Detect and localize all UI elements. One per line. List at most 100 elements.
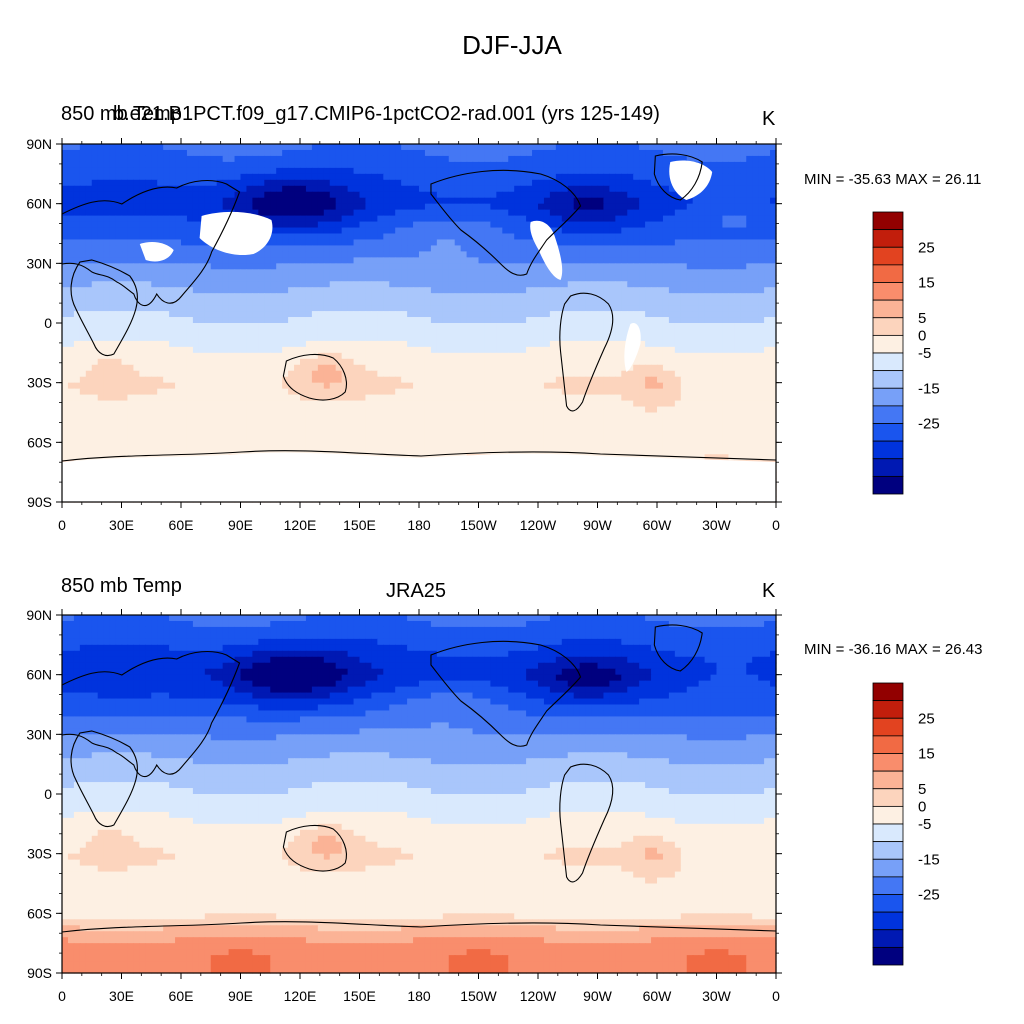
field-cell bbox=[192, 388, 200, 396]
field-cell bbox=[79, 352, 87, 360]
field-cell bbox=[567, 376, 575, 384]
field-cell bbox=[758, 263, 765, 270]
field-cell bbox=[436, 251, 444, 258]
field-cell bbox=[674, 191, 682, 199]
field-cell bbox=[121, 209, 129, 217]
field-cell bbox=[567, 275, 575, 282]
field-cell bbox=[419, 340, 426, 348]
field-cell bbox=[609, 245, 616, 252]
field-cell bbox=[466, 197, 474, 205]
field-cell bbox=[770, 311, 777, 318]
field-cell bbox=[686, 209, 694, 217]
field-cell bbox=[305, 149, 313, 157]
field-cell bbox=[662, 305, 670, 312]
field-cell bbox=[246, 269, 253, 276]
field-cell bbox=[401, 191, 408, 199]
field-cell bbox=[240, 388, 248, 396]
field-cell bbox=[252, 197, 259, 205]
field-cell bbox=[407, 346, 414, 354]
field-cell bbox=[216, 269, 224, 276]
field-cell bbox=[407, 317, 414, 324]
field-cell bbox=[377, 203, 384, 211]
field-cell bbox=[686, 257, 694, 264]
field-cell bbox=[639, 334, 646, 342]
field-cell bbox=[573, 376, 581, 384]
field-cell bbox=[752, 179, 759, 187]
field-cell bbox=[704, 340, 712, 348]
field-cell bbox=[347, 239, 355, 247]
field-cell bbox=[662, 311, 670, 318]
field-cell bbox=[591, 239, 599, 247]
field-cell bbox=[85, 311, 93, 318]
field-cell bbox=[228, 305, 236, 312]
field-cell bbox=[543, 149, 551, 157]
field-cell bbox=[407, 179, 414, 187]
field-cell bbox=[252, 287, 259, 294]
field-cell bbox=[454, 370, 462, 378]
field-cell bbox=[192, 358, 200, 366]
field-cell bbox=[478, 185, 486, 193]
field-cell bbox=[543, 352, 551, 360]
field-cell bbox=[300, 370, 307, 378]
field-cell bbox=[448, 221, 456, 229]
field-cell bbox=[424, 239, 432, 247]
field-cell bbox=[139, 370, 146, 378]
field-cell bbox=[532, 144, 539, 151]
field-cell bbox=[496, 376, 503, 384]
field-cell bbox=[282, 155, 289, 163]
field-cell bbox=[222, 317, 230, 324]
field-cell bbox=[722, 239, 729, 247]
field-cell bbox=[329, 155, 337, 163]
field-cell bbox=[442, 299, 450, 306]
field-cell bbox=[91, 197, 99, 205]
field-cell bbox=[389, 167, 396, 175]
field-cell bbox=[264, 179, 271, 187]
field-cell bbox=[85, 263, 93, 270]
field-cell bbox=[329, 334, 337, 342]
field-cell bbox=[365, 239, 372, 247]
field-cell bbox=[508, 334, 515, 342]
field-cell bbox=[514, 281, 521, 288]
field-cell bbox=[597, 245, 605, 252]
field-cell bbox=[85, 281, 93, 288]
field-cell bbox=[204, 149, 212, 157]
field-cell bbox=[181, 197, 188, 205]
field-cell bbox=[752, 287, 759, 294]
field-cell bbox=[389, 317, 396, 324]
field-cell bbox=[383, 179, 390, 187]
field-cell bbox=[460, 233, 468, 241]
field-cell bbox=[413, 370, 420, 378]
field-cell bbox=[651, 352, 658, 360]
field-cell bbox=[645, 179, 652, 187]
field-cell bbox=[157, 388, 164, 396]
field-cell bbox=[163, 179, 170, 187]
field-cell bbox=[698, 376, 706, 384]
field-cell bbox=[555, 233, 563, 241]
field-cell bbox=[740, 317, 747, 324]
field-cell bbox=[216, 305, 224, 312]
field-cell bbox=[460, 191, 468, 199]
field-cell bbox=[258, 269, 265, 276]
field-cell bbox=[419, 161, 426, 169]
field-cell bbox=[401, 179, 408, 187]
field-cell bbox=[383, 149, 390, 157]
field-cell bbox=[311, 215, 319, 223]
field-cell bbox=[335, 382, 343, 390]
field-cell bbox=[490, 317, 497, 324]
field-cell bbox=[228, 191, 236, 199]
field-cell bbox=[758, 161, 765, 169]
field-cell bbox=[115, 323, 123, 330]
field-cell bbox=[73, 287, 81, 294]
field-cell bbox=[323, 257, 331, 264]
field-cell bbox=[341, 275, 349, 282]
field-cell bbox=[520, 203, 527, 211]
field-cell bbox=[466, 293, 474, 300]
field-cell bbox=[752, 364, 759, 372]
field-cell bbox=[710, 221, 718, 229]
field-cell bbox=[198, 263, 206, 270]
field-cell bbox=[543, 299, 551, 306]
field-cell bbox=[615, 179, 622, 187]
field-cell bbox=[740, 155, 747, 163]
field-cell bbox=[91, 376, 99, 384]
field-cell bbox=[520, 346, 527, 354]
